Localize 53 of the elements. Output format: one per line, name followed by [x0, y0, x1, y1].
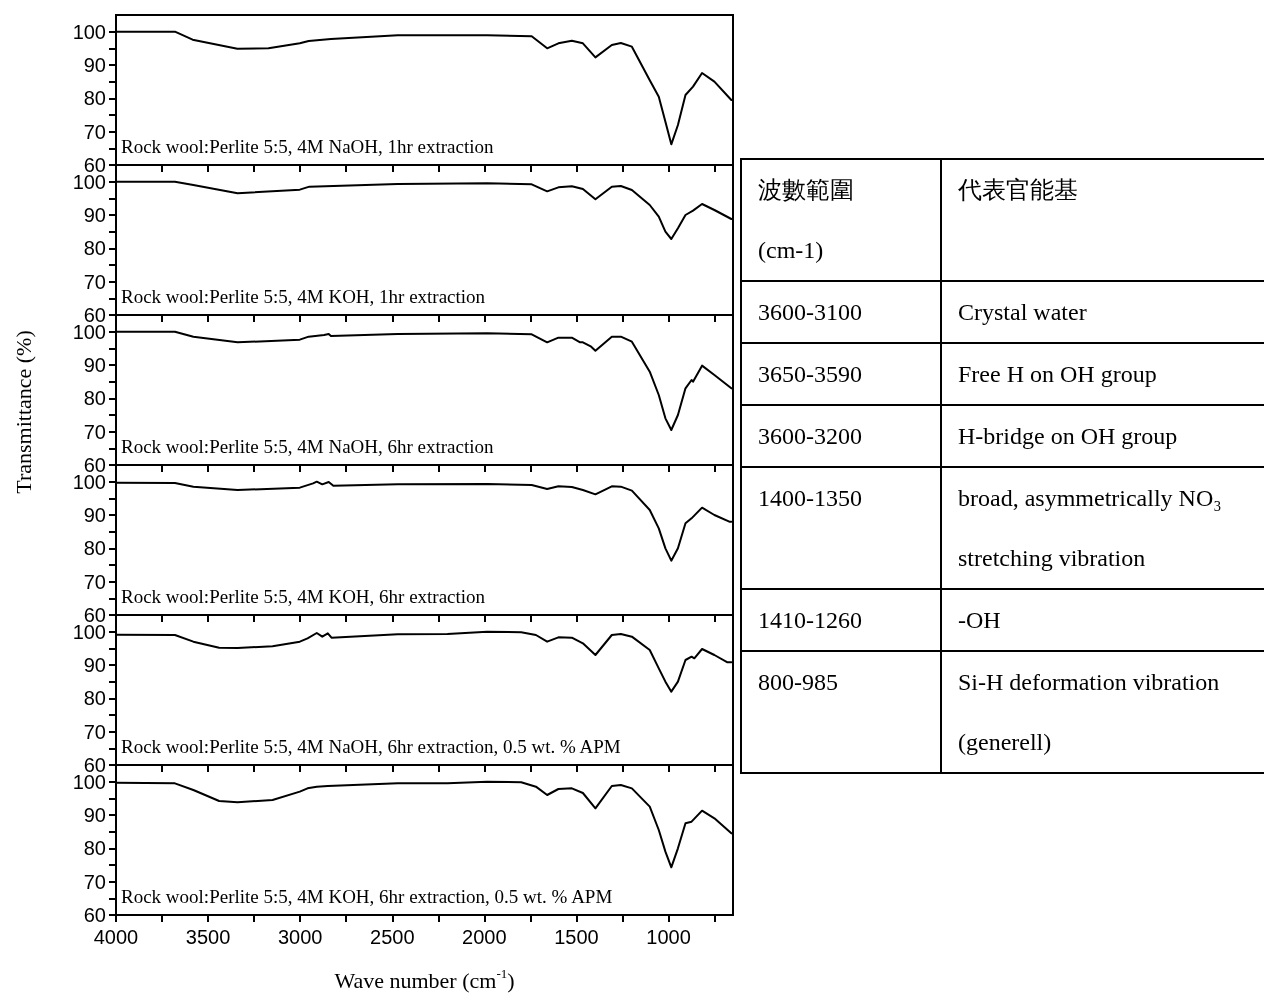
y-tick-label: 100	[72, 20, 106, 43]
y-tick-label: 70	[83, 120, 106, 143]
y-tick-label: 60	[83, 154, 106, 176]
x-tick-label: 3500	[185, 926, 231, 948]
x-tick-label: 4000	[93, 926, 139, 948]
y-tick-label: 70	[83, 570, 106, 593]
y-tick-label: 90	[83, 804, 106, 826]
x-tick-label: 2000	[462, 926, 507, 948]
x-tick-label: 3000	[277, 926, 323, 948]
y-tick-label: 80	[83, 837, 106, 860]
text: 代表官能基	[941, 159, 1264, 281]
y-tick-label: 80	[83, 687, 106, 710]
x-tick-label: 1000	[646, 926, 691, 948]
text: 800-985	[741, 651, 941, 773]
y-axis-title: Transmittance (%)	[11, 330, 37, 494]
y-tick-label: 90	[83, 654, 106, 676]
x-tick-label: 1500	[554, 926, 599, 948]
text: 波數範圍 (cm-1)	[758, 177, 854, 263]
text: 1410-1260	[741, 589, 941, 651]
text: 3600-3200	[741, 405, 941, 467]
text: 3600-3100	[741, 281, 941, 343]
annotation: Rock wool:Perlite 5:5, 4M KOH, 1hr extraction	[121, 286, 486, 307]
text: H-bridge on OH group	[941, 405, 1264, 467]
text: Free H on OH group	[941, 343, 1264, 405]
y-tick-label: 80	[83, 537, 106, 560]
annotation: Rock wool:Perlite 5:5, 4M KOH, 6hr extraction	[121, 586, 486, 607]
annotation: Rock wool:Perlite 5:5, 4M KOH, 6hr extraction, 0.5 wt. % APM	[121, 886, 613, 907]
y-tick-label: 90	[83, 504, 106, 526]
text: Crystal water	[941, 281, 1264, 343]
y-tick-label: 60	[83, 454, 106, 476]
y-tick-label: 60	[83, 904, 106, 926]
annotation: Rock wool:Perlite 5:5, 4M NaOH, 6hr extraction, 0.5 wt. % APM	[121, 736, 621, 757]
y-tick-label: 90	[83, 54, 106, 76]
y-tick-label: 70	[83, 720, 106, 743]
text: 3650-3590	[741, 343, 941, 405]
y-tick-label: 80	[83, 87, 106, 110]
text: broad, asymmetrically NO₃ stretching vibration	[958, 485, 1222, 571]
y-tick-label: 80	[83, 387, 106, 410]
x-tick-label: 2500	[370, 926, 415, 948]
text: Si-H deformation vibration (generell)	[958, 669, 1220, 755]
text: -OH	[941, 589, 1264, 651]
annotation: Rock wool:Perlite 5:5, 4M NaOH, 6hr extraction	[121, 436, 495, 457]
y-tick-label: 70	[83, 420, 106, 443]
y-tick-label: 90	[83, 204, 106, 226]
y-tick-label: 70	[83, 870, 106, 893]
text: 1400-1350	[741, 467, 941, 589]
y-tick-label: 60	[83, 604, 106, 626]
annotation: Rock wool:Perlite 5:5, 4M NaOH, 1hr extraction	[121, 136, 495, 157]
y-tick-label: 70	[83, 270, 106, 293]
y-tick-label: 90	[83, 354, 106, 376]
y-tick-label: 60	[83, 754, 106, 776]
y-tick-label: 60	[83, 304, 106, 326]
y-tick-label: 80	[83, 237, 106, 260]
